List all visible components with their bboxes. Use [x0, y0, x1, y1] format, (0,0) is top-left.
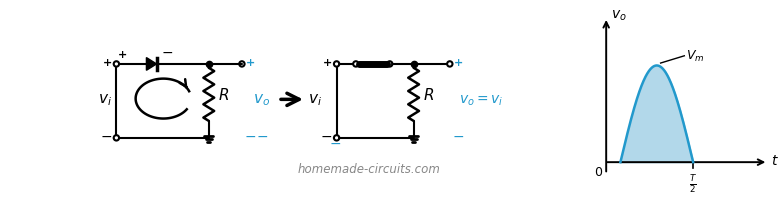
Text: $\frac{T}{2}$: $\frac{T}{2}$ [690, 172, 697, 194]
Text: $R$: $R$ [218, 87, 229, 103]
Text: +: + [454, 58, 463, 68]
Polygon shape [147, 58, 157, 71]
Text: +: + [102, 58, 112, 68]
Text: −: − [100, 130, 112, 144]
Text: $v_i$: $v_i$ [98, 92, 112, 108]
Text: $0$: $0$ [594, 166, 603, 178]
Text: $v_o$: $v_o$ [611, 8, 626, 23]
Text: −: − [452, 130, 464, 144]
Text: −: − [244, 130, 256, 144]
Text: −: − [321, 130, 332, 144]
Text: −: − [329, 136, 341, 150]
Text: +: + [246, 58, 255, 68]
Text: $v_i$: $v_i$ [308, 92, 322, 108]
Text: $v_o = v_i$: $v_o = v_i$ [459, 93, 504, 107]
Text: +: + [118, 49, 127, 59]
Text: −: − [257, 130, 268, 144]
Text: $R$: $R$ [423, 87, 434, 103]
Text: +: + [323, 58, 332, 68]
Text: $t$: $t$ [771, 153, 778, 167]
Text: −: − [161, 45, 173, 59]
Text: homemade-circuits.com: homemade-circuits.com [297, 162, 441, 175]
Text: $v_o$: $v_o$ [253, 92, 270, 108]
Text: $V_m$: $V_m$ [686, 49, 704, 64]
